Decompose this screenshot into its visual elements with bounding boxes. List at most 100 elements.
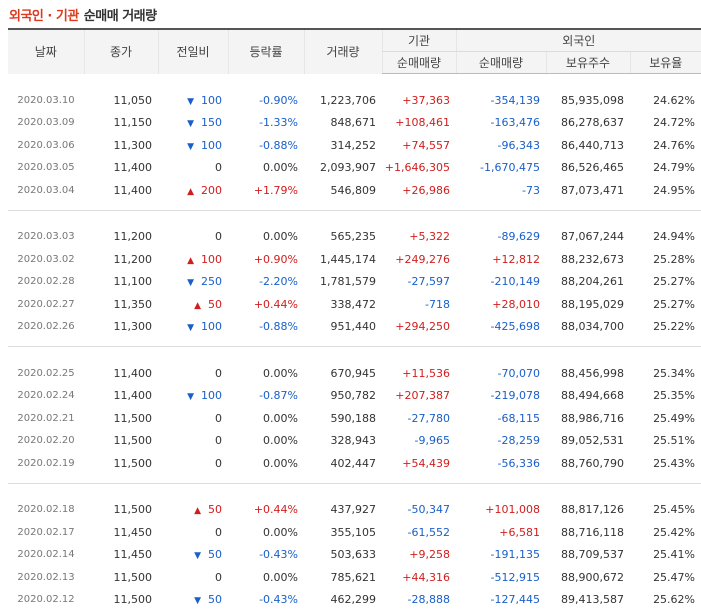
cell-foreign-ratio: 25.45% [630, 499, 701, 522]
cell-institution-net: +207,387 [382, 385, 456, 408]
cell-foreign-net: -512,915 [456, 566, 546, 589]
cell-institution-net: +11,536 [382, 362, 456, 385]
cell-rate: -1.33% [228, 112, 304, 135]
separator-line [8, 338, 701, 347]
up-arrow-icon: ▲ [187, 256, 194, 266]
cell-volume: 314,252 [304, 134, 382, 157]
cell-volume: 1,445,174 [304, 248, 382, 271]
cell-change: ▼100 [158, 89, 228, 112]
change-value: 100 [201, 253, 222, 266]
cell-close: 11,300 [84, 316, 158, 339]
cell-foreign-holdings: 88,716,118 [546, 521, 630, 544]
header-date: 날짜 [8, 29, 84, 74]
down-arrow-icon: ▼ [187, 278, 194, 288]
header-foreign-ratio: 보유율 [630, 52, 701, 74]
cell-close: 11,500 [84, 566, 158, 589]
cell-close: 11,050 [84, 89, 158, 112]
cell-date: 2020.03.05 [8, 157, 84, 180]
cell-change: ▲50 [158, 499, 228, 522]
cell-close: 11,400 [84, 362, 158, 385]
cell-foreign-net: -56,336 [456, 452, 546, 475]
cell-foreign-holdings: 88,232,673 [546, 248, 630, 271]
cell-date: 2020.03.09 [8, 112, 84, 135]
cell-foreign-holdings: 88,494,668 [546, 385, 630, 408]
cell-rate: 0.00% [228, 362, 304, 385]
cell-close: 11,500 [84, 452, 158, 475]
cell-institution-net: +1,646,305 [382, 157, 456, 180]
cell-institution-net: -61,552 [382, 521, 456, 544]
up-arrow-icon: ▲ [194, 506, 201, 516]
header-rate: 등락률 [228, 29, 304, 74]
cell-foreign-ratio: 25.42% [630, 521, 701, 544]
gap-cell [8, 210, 701, 226]
header-institution-net: 순매매량 [382, 52, 456, 74]
cell-volume: 565,235 [304, 226, 382, 249]
cell-date: 2020.02.21 [8, 407, 84, 430]
change-value: 100 [201, 94, 222, 107]
cell-foreign-ratio: 25.35% [630, 385, 701, 408]
cell-change: 0 [158, 226, 228, 249]
cell-change: ▼100 [158, 385, 228, 408]
cell-foreign-holdings: 85,935,098 [546, 89, 630, 112]
change-value: 100 [201, 139, 222, 152]
change-value: 0 [215, 367, 222, 380]
cell-foreign-ratio: 25.27% [630, 293, 701, 316]
down-arrow-icon: ▼ [194, 551, 201, 561]
cell-volume: 590,188 [304, 407, 382, 430]
cell-date: 2020.02.25 [8, 362, 84, 385]
cell-institution-net: +108,461 [382, 112, 456, 135]
change-value: 250 [201, 275, 222, 288]
header-foreign-holdings: 보유주수 [546, 52, 630, 74]
change-value: 0 [215, 571, 222, 584]
cell-foreign-ratio: 25.49% [630, 407, 701, 430]
cell-rate: 0.00% [228, 226, 304, 249]
cell-rate: -0.43% [228, 544, 304, 567]
cell-foreign-holdings: 88,204,261 [546, 271, 630, 294]
cell-foreign-holdings: 88,709,537 [546, 544, 630, 567]
cell-rate: -0.88% [228, 134, 304, 157]
cell-foreign-net: -210,149 [456, 271, 546, 294]
up-arrow-icon: ▲ [194, 301, 201, 311]
cell-close: 11,450 [84, 544, 158, 567]
cell-rate: 0.00% [228, 407, 304, 430]
cell-change: 0 [158, 452, 228, 475]
cell-volume: 338,472 [304, 293, 382, 316]
cell-rate: +0.44% [228, 499, 304, 522]
group-gap [8, 210, 701, 226]
cell-foreign-net: -89,629 [456, 226, 546, 249]
cell-foreign-net: -354,139 [456, 89, 546, 112]
cell-date: 2020.02.27 [8, 293, 84, 316]
cell-date: 2020.03.10 [8, 89, 84, 112]
cell-institution-net: +74,557 [382, 134, 456, 157]
gap-cell [8, 347, 701, 363]
cell-change: ▼150 [158, 112, 228, 135]
change-value: 100 [201, 320, 222, 333]
cell-institution-net: +37,363 [382, 89, 456, 112]
down-arrow-icon: ▼ [187, 392, 194, 402]
group-separator [8, 202, 701, 211]
cell-volume: 503,633 [304, 544, 382, 567]
cell-foreign-net: -425,698 [456, 316, 546, 339]
cell-foreign-holdings: 88,760,790 [546, 452, 630, 475]
cell-foreign-ratio: 25.43% [630, 452, 701, 475]
cell-change: ▲200 [158, 179, 228, 202]
separator-line [8, 475, 701, 484]
cell-foreign-net: -219,078 [456, 385, 546, 408]
cell-date: 2020.02.13 [8, 566, 84, 589]
cell-volume: 1,223,706 [304, 89, 382, 112]
cell-date: 2020.02.28 [8, 271, 84, 294]
title-subject-label: 순매매 거래량 [84, 5, 157, 24]
change-value: 0 [215, 457, 222, 470]
cell-foreign-net: +28,010 [456, 293, 546, 316]
header-change: 전일비 [158, 29, 228, 74]
cell-close: 11,200 [84, 226, 158, 249]
cell-foreign-ratio: 24.94% [630, 226, 701, 249]
